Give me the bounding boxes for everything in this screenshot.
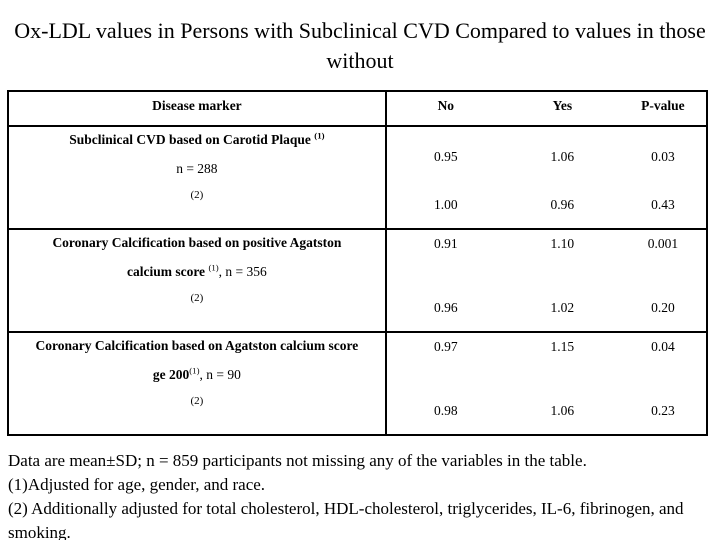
slide-title: Ox-LDL values in Persons with Subclinica… [14, 18, 706, 73]
model-1-values-row: 0.95 1.06 0.03 [387, 149, 706, 165]
value-pvalue: 0.43 [651, 197, 675, 212]
values-cell: 0.95 1.06 0.03 1.00 0.96 0.43 [387, 127, 706, 228]
footnote-ref-1: (1) [208, 262, 219, 273]
value-no: 0.98 [434, 403, 458, 418]
value-pvalue: 0.001 [647, 236, 679, 251]
value-pvalue: 0.03 [651, 149, 675, 164]
marker-cell: Subclinical CVD based on Carotid Plaque … [9, 127, 387, 228]
value-yes: 1.06 [550, 403, 575, 418]
table-section-agatston-ge-200: Coronary Calcification based on Agatston… [9, 333, 706, 434]
model-1-values-row: 0.91 1.10 0.001 [387, 236, 706, 252]
value-yes: 1.02 [550, 300, 575, 315]
footnote-2: (2) Additionally adjusted for total chol… [8, 499, 684, 540]
marker-line-1: Coronary Calcification based on positive… [52, 235, 342, 250]
marker-line-2: n = 288 [176, 161, 218, 176]
model-2-label: (2) [190, 395, 204, 407]
table-header-row: Disease marker No Yes P-value [9, 92, 706, 127]
marker-line-2: ge 200(1), n = 90 [152, 365, 241, 382]
footnote-ref-1: (1) [314, 130, 325, 141]
marker-cell: Coronary Calcification based on Agatston… [9, 333, 387, 434]
header-pvalue: P-value [641, 98, 685, 113]
values-cell: 0.91 1.10 0.001 0.96 1.02 0.20 [387, 230, 706, 331]
value-yes: 1.10 [550, 236, 575, 251]
header-disease-marker: Disease marker [9, 92, 387, 125]
footnote-ref-1: (1) [189, 365, 200, 376]
footnotes: Data are mean±SD; n = 859 participants n… [8, 449, 714, 540]
table-section-positive-agatston: Coronary Calcification based on positive… [9, 230, 706, 333]
value-no: 1.00 [434, 197, 458, 212]
value-no: 0.96 [434, 300, 458, 315]
value-no: 0.95 [434, 149, 458, 164]
footnote-1: (1)Adjusted for age, gender, and race. [8, 475, 266, 494]
value-no: 0.91 [434, 236, 458, 251]
results-table: Disease marker No Yes P-value Subclinica… [7, 90, 708, 436]
value-pvalue: 0.20 [651, 300, 675, 315]
model-2-label: (2) [190, 189, 204, 201]
model-2-label: (2) [190, 292, 204, 304]
model-2-values-row: 1.00 0.96 0.43 [387, 197, 706, 213]
value-no: 0.97 [434, 339, 458, 354]
values-cell: 0.97 1.15 0.04 0.98 1.06 0.23 [387, 333, 706, 434]
model-1-values-row: 0.97 1.15 0.04 [387, 339, 706, 355]
header-yes: Yes [552, 98, 573, 113]
value-yes: 1.06 [550, 149, 575, 164]
marker-line-1: Coronary Calcification based on Agatston… [35, 338, 359, 353]
footnote-data-description: Data are mean±SD; n = 859 participants n… [8, 451, 587, 470]
value-yes: 1.15 [550, 339, 575, 354]
value-pvalue: 0.04 [651, 339, 675, 354]
marker-cell: Coronary Calcification based on positive… [9, 230, 387, 331]
model-2-values-row: 0.98 1.06 0.23 [387, 403, 706, 419]
header-value-columns: No Yes P-value [387, 92, 706, 125]
value-pvalue: 0.23 [651, 403, 675, 418]
marker-line-2: calcium score (1), n = 356 [126, 262, 267, 279]
header-no: No [437, 98, 455, 113]
marker-line-1: Subclinical CVD based on Carotid Plaque … [69, 130, 325, 147]
value-yes: 0.96 [550, 197, 575, 212]
table-section-carotid-plaque: Subclinical CVD based on Carotid Plaque … [9, 127, 706, 230]
model-2-values-row: 0.96 1.02 0.20 [387, 300, 706, 316]
